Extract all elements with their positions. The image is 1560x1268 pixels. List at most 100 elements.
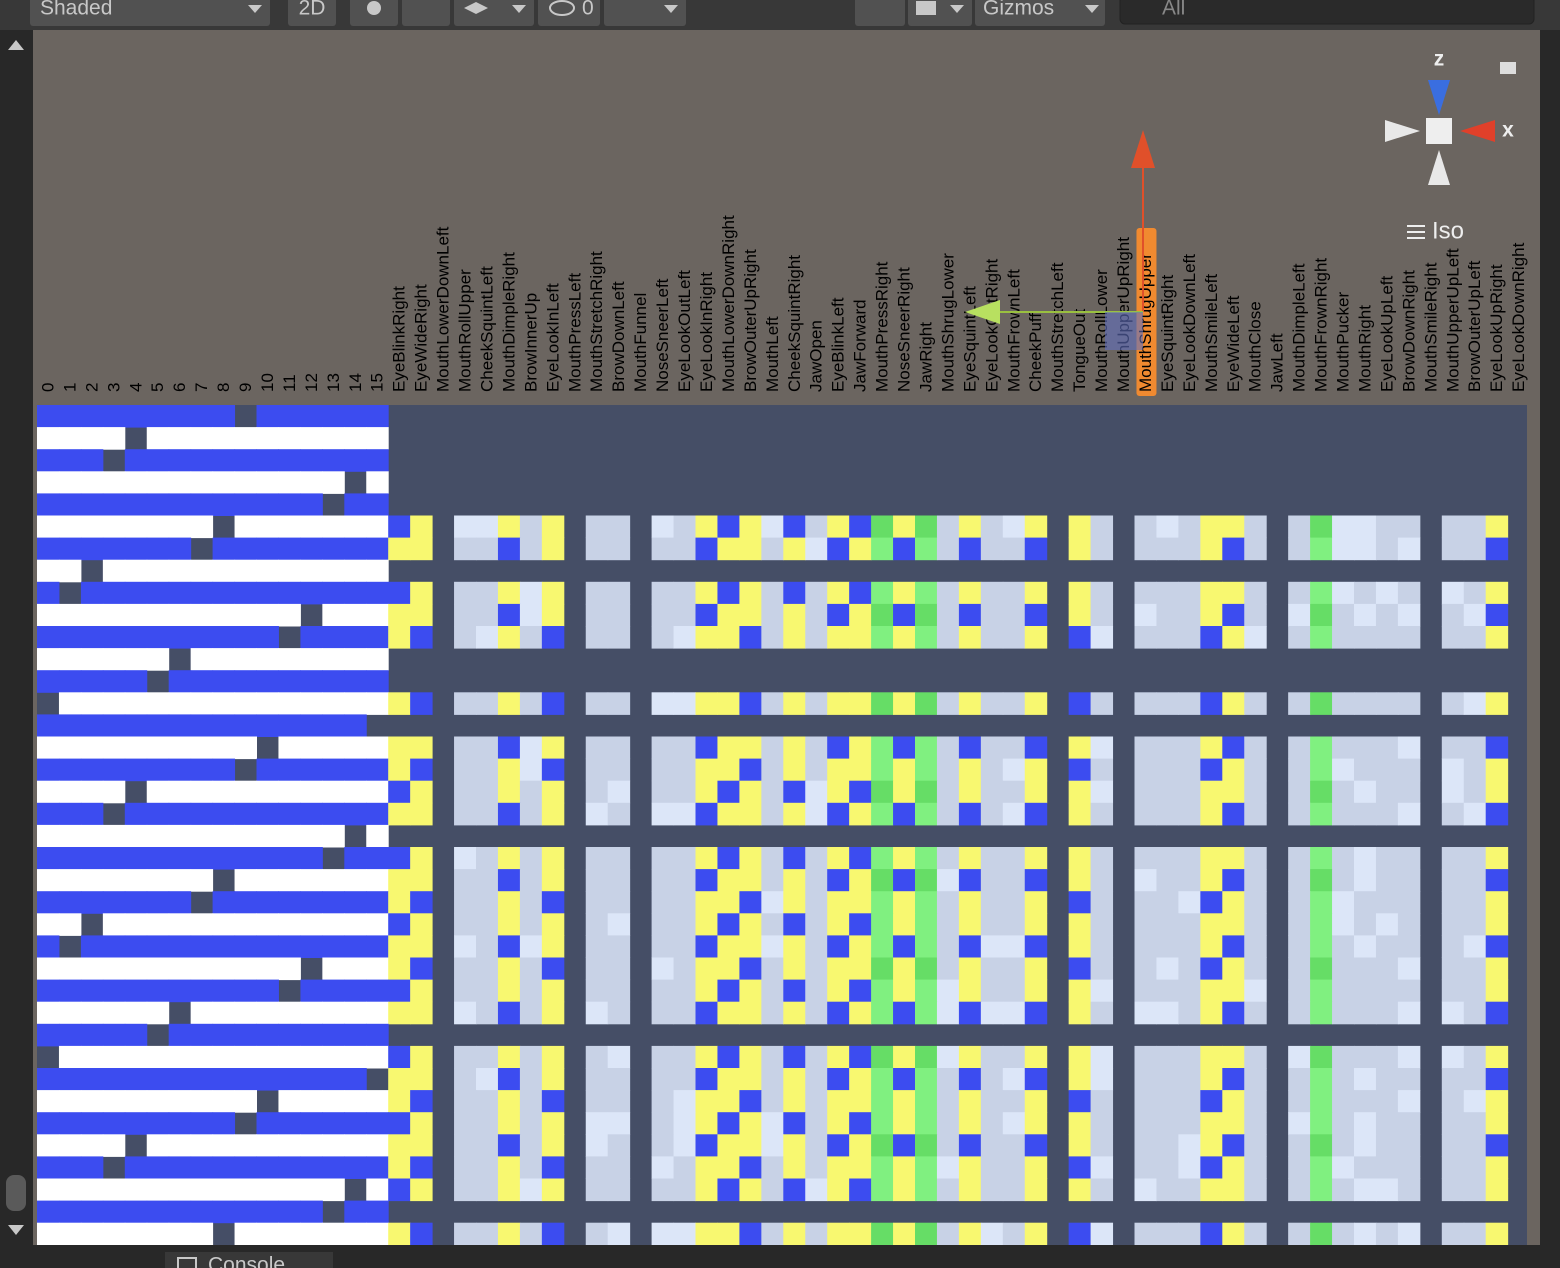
console-tab[interactable] — [165, 1252, 333, 1268]
shading-dropdown[interactable] — [30, 0, 270, 26]
cell — [1463, 515, 1487, 539]
cell — [958, 603, 982, 627]
cell — [58, 913, 82, 936]
cell — [300, 847, 323, 870]
cell — [980, 603, 1004, 627]
cell — [344, 1023, 367, 1047]
mode-2d-button[interactable] — [288, 0, 336, 26]
cell — [344, 1222, 367, 1246]
cell — [410, 869, 433, 892]
cell — [190, 913, 214, 936]
projection[interactable]: Iso — [1432, 217, 1464, 244]
cell — [1068, 1134, 1092, 1157]
cell — [849, 847, 872, 870]
cell — [1310, 603, 1333, 627]
cell — [234, 1200, 257, 1224]
cell — [102, 891, 126, 914]
cell — [322, 427, 345, 450]
cell — [1090, 957, 1114, 981]
cell — [1441, 1156, 1465, 1179]
cell — [519, 626, 543, 649]
search-box[interactable] — [1119, 0, 1535, 25]
cell — [212, 648, 236, 671]
cell — [476, 847, 499, 870]
cell — [256, 913, 279, 936]
cell — [256, 670, 279, 693]
cell — [849, 1112, 872, 1135]
cell — [717, 515, 740, 539]
lock-icon[interactable] — [1500, 62, 1516, 74]
cell — [146, 515, 170, 539]
cell — [827, 1134, 850, 1157]
cell — [37, 1156, 60, 1179]
gizmos-dropdown[interactable] — [975, 0, 1105, 26]
cell — [80, 626, 104, 649]
cell — [366, 935, 389, 958]
orient-center[interactable] — [1426, 118, 1452, 144]
cell — [541, 979, 565, 1003]
cell — [1288, 603, 1311, 627]
audio-toggle[interactable] — [402, 0, 450, 26]
cell — [300, 891, 323, 914]
cell — [80, 979, 104, 1003]
column-label: MouthFrownRight — [1312, 258, 1331, 392]
cell — [1156, 1090, 1179, 1113]
cell — [344, 979, 367, 1003]
scroll-up[interactable] — [8, 40, 24, 50]
effects-toggle[interactable] — [454, 0, 534, 26]
cell — [805, 847, 828, 870]
cell — [936, 957, 960, 981]
cell — [739, 802, 762, 826]
column-label: EyeBlinkLeft — [829, 297, 848, 392]
cell — [58, 493, 82, 516]
cell — [256, 405, 279, 428]
cell — [1200, 1134, 1223, 1157]
cell — [871, 1045, 894, 1069]
cell — [1310, 869, 1333, 892]
cell — [410, 913, 433, 936]
cell — [124, 758, 148, 782]
cell — [1024, 780, 1048, 804]
grid-toggle[interactable] — [604, 0, 686, 26]
cell — [1354, 780, 1377, 804]
cell — [827, 1045, 850, 1069]
cell — [783, 957, 806, 981]
cell — [739, 626, 762, 649]
cell — [673, 847, 696, 870]
cell — [1244, 537, 1267, 561]
cell — [410, 891, 433, 914]
cell — [1441, 736, 1465, 760]
cell — [893, 515, 916, 539]
cell — [234, 1001, 257, 1025]
cell — [322, 802, 345, 826]
cell — [476, 1068, 499, 1091]
cell — [476, 1222, 499, 1246]
cell — [256, 758, 279, 782]
cell — [1441, 957, 1465, 981]
cell — [1200, 802, 1223, 826]
cell — [1288, 581, 1311, 605]
cell — [1288, 1068, 1311, 1091]
scroll-thumb[interactable] — [6, 1175, 26, 1211]
cell — [519, 1156, 543, 1179]
cell — [102, 824, 126, 848]
cell — [1156, 603, 1179, 627]
cell — [717, 692, 740, 715]
cell — [366, 537, 389, 561]
cell — [168, 780, 192, 804]
cell — [1244, 847, 1267, 870]
cell — [585, 1222, 609, 1246]
cell — [1024, 1178, 1048, 1202]
tools-toggle[interactable] — [855, 0, 905, 26]
cell — [1002, 1156, 1026, 1179]
cell — [102, 979, 126, 1003]
cell — [1024, 913, 1048, 936]
effects-icon — [464, 2, 488, 14]
cell — [37, 581, 60, 605]
scroll-down[interactable] — [8, 1225, 24, 1235]
cell — [958, 758, 982, 782]
orient-x — [1460, 120, 1495, 142]
cell — [936, 847, 960, 870]
cell — [476, 603, 499, 627]
column-label: 1 — [60, 383, 79, 392]
